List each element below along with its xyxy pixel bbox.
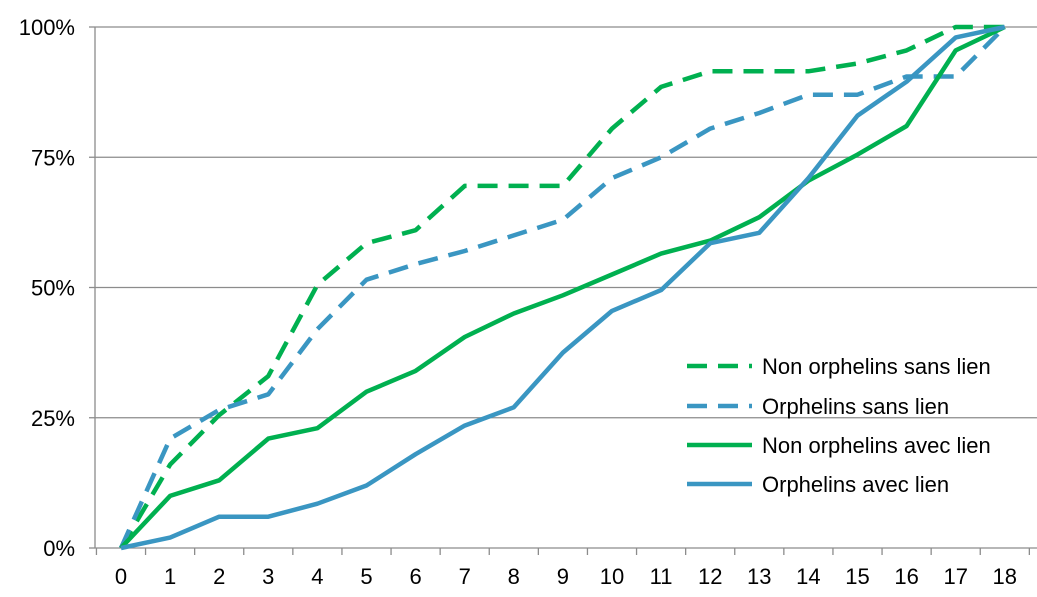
y-tick-label: 0% xyxy=(43,536,75,561)
y-tick-label: 100% xyxy=(19,15,75,40)
series-line-1 xyxy=(119,24,1005,550)
x-tick-label: 11 xyxy=(650,564,673,589)
legend-label: Non orphelins avec lien xyxy=(762,433,991,458)
series-line-2 xyxy=(118,25,1007,549)
axes xyxy=(89,26,1037,555)
x-tick-label: 7 xyxy=(459,564,471,589)
x-tick-label: 15 xyxy=(845,564,869,589)
x-tick-label: 0 xyxy=(115,564,127,589)
x-tick-label: 1 xyxy=(164,564,176,589)
x-tick-labels: 0 1 2 3 4 5 6 7 8 9 10 11 12 13 14 15 16 17 18 xyxy=(115,564,1017,589)
x-tick-label: 6 xyxy=(409,564,421,589)
legend-label: Orphelins avec lien xyxy=(762,472,949,497)
series-line-4 xyxy=(120,24,1006,551)
series-lines xyxy=(118,24,1007,551)
y-tick-label: 25% xyxy=(31,406,75,431)
y-tick-labels: 0% 25% 50% 75% 100% xyxy=(19,15,75,561)
x-tick-label: 9 xyxy=(557,564,569,589)
x-tick-label: 4 xyxy=(311,564,323,589)
x-tick-label: 14 xyxy=(796,564,820,589)
x-tick-label: 2 xyxy=(213,564,225,589)
y-tick-label: 75% xyxy=(31,145,75,170)
x-tick-label: 16 xyxy=(894,564,918,589)
series-line-3 xyxy=(119,24,1006,550)
x-tick-label: 17 xyxy=(943,564,967,589)
x-tick-label: 18 xyxy=(993,564,1017,589)
gridlines xyxy=(95,26,1037,419)
legend-label: Non orphelins sans lien xyxy=(762,354,991,379)
x-tick-label: 8 xyxy=(508,564,520,589)
x-tick-label: 5 xyxy=(360,564,372,589)
x-tick-label: 10 xyxy=(600,564,624,589)
x-tick-label: 12 xyxy=(698,564,722,589)
legend-label: Orphelins sans lien xyxy=(762,394,949,419)
x-tick-label: 3 xyxy=(262,564,274,589)
x-tick-label: 13 xyxy=(747,564,771,589)
y-tick-label: 50% xyxy=(31,276,75,301)
legend: Non orphelins sans lien Orphelins sans li… xyxy=(687,354,991,497)
